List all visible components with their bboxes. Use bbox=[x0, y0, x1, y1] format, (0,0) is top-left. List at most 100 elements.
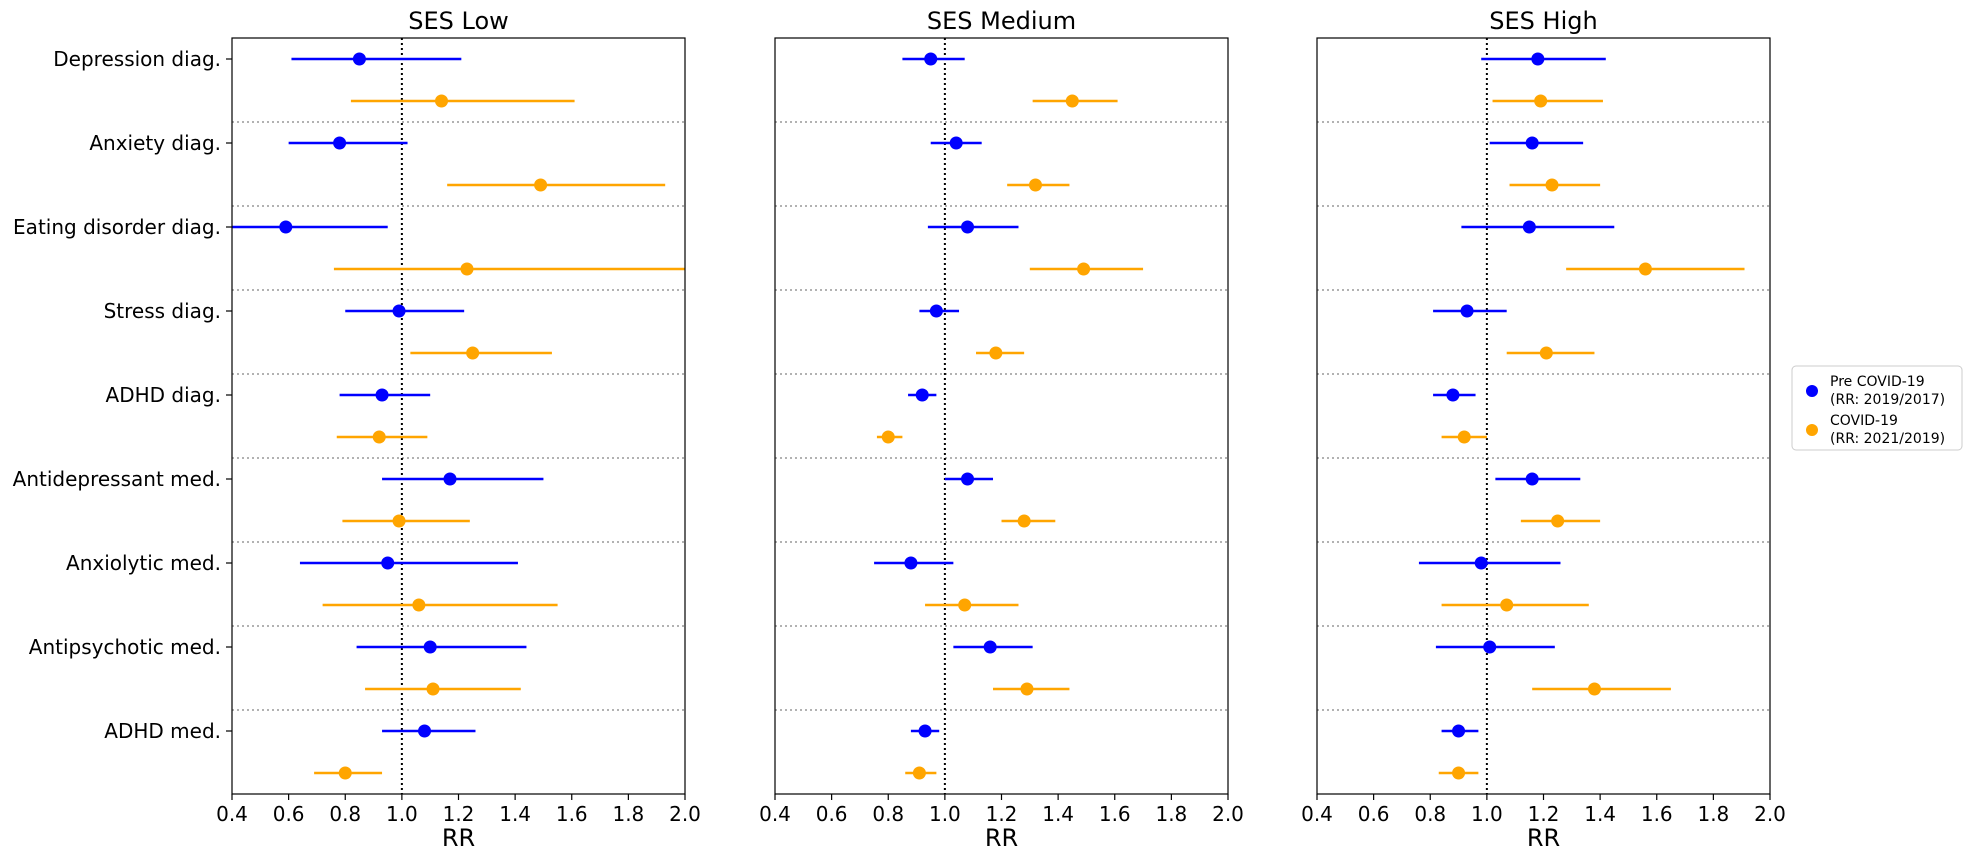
x-tick-label: 0.4 bbox=[1301, 802, 1333, 826]
legend-sublabel-covid: (RR: 2021/2019) bbox=[1830, 431, 1945, 447]
covid-rr-point bbox=[338, 766, 352, 780]
covid-rr-point bbox=[392, 514, 406, 528]
x-tick-label: 1.8 bbox=[1697, 802, 1729, 826]
x-axis-label: RR bbox=[1527, 824, 1560, 852]
pre-rr-point bbox=[375, 388, 389, 402]
pre-rr-point bbox=[443, 472, 457, 486]
pre-rr-point bbox=[1525, 472, 1539, 486]
covid-rr-point bbox=[1065, 94, 1079, 108]
x-tick-label: 1.2 bbox=[1528, 802, 1560, 826]
category-label: ADHD med. bbox=[104, 719, 221, 743]
covid-rr-point bbox=[1638, 262, 1652, 276]
panel-title: SES Medium bbox=[927, 7, 1076, 35]
pre-rr-point bbox=[915, 388, 929, 402]
x-tick-label: 1.6 bbox=[556, 802, 588, 826]
pre-rr-point bbox=[352, 52, 366, 66]
covid-rr-point bbox=[1452, 766, 1466, 780]
covid-rr-point bbox=[1539, 346, 1553, 360]
pre-rr-point bbox=[279, 220, 293, 234]
covid-rr-point bbox=[460, 262, 474, 276]
panel: SES Medium 0.4 0.6 0.8 1.0 1.2 1.4 1.6 1.8 2.0 RR bbox=[759, 7, 1244, 852]
pre-rr-point bbox=[418, 724, 432, 738]
category-label: Anxiety diag. bbox=[89, 131, 221, 155]
x-tick-label: 1.6 bbox=[1641, 802, 1673, 826]
category-label: Stress diag. bbox=[104, 299, 221, 323]
x-tick-label: 2.0 bbox=[669, 802, 701, 826]
pre-rr-point bbox=[1474, 556, 1488, 570]
covid-rr-point bbox=[372, 430, 386, 444]
pre-rr-point bbox=[1531, 52, 1545, 66]
x-tick-label: 1.8 bbox=[612, 802, 644, 826]
x-tick-label: 1.4 bbox=[1584, 802, 1616, 826]
legend-frame bbox=[1791, 365, 1963, 451]
covid-rr-point bbox=[1551, 514, 1565, 528]
covid-rr-point bbox=[1077, 262, 1091, 276]
pre-rr-point bbox=[381, 556, 395, 570]
category-label: ADHD diag. bbox=[106, 383, 221, 407]
covid-rr-point bbox=[1534, 94, 1548, 108]
legend-label-covid: COVID-19 bbox=[1830, 413, 1898, 429]
covid-rr-point bbox=[412, 598, 426, 612]
x-tick-label: 0.8 bbox=[1414, 802, 1446, 826]
pre-rr-point bbox=[983, 640, 997, 654]
x-tick-label: 1.0 bbox=[929, 802, 961, 826]
pre-rr-point bbox=[929, 304, 943, 318]
data-marks bbox=[1418, 52, 1745, 780]
panel: SES Low 0.4 0.6 0.8 1.0 1.2 1.4 1.6 1.8 2.0 RR Depr… bbox=[13, 7, 701, 852]
x-tick-label: 1.6 bbox=[1099, 802, 1131, 826]
x-tick-label: 0.8 bbox=[329, 802, 361, 826]
pre-rr-point bbox=[961, 220, 975, 234]
x-tick-label: 2.0 bbox=[1212, 802, 1244, 826]
x-tick-label: 1.4 bbox=[1042, 802, 1074, 826]
pre-rr-point bbox=[924, 52, 938, 66]
x-tick-label: 0.4 bbox=[216, 802, 248, 826]
legend-marker-pre-covid bbox=[1806, 385, 1818, 397]
category-label: Antipsychotic med. bbox=[29, 635, 221, 659]
x-tick-label: 1.4 bbox=[499, 802, 531, 826]
covid-rr-point bbox=[1457, 430, 1471, 444]
pre-rr-point bbox=[423, 640, 437, 654]
covid-rr-point bbox=[1545, 178, 1559, 192]
legend-marker-covid bbox=[1806, 424, 1818, 436]
x-tick-label: 0.6 bbox=[816, 802, 848, 826]
covid-rr-point bbox=[881, 430, 895, 444]
covid-rr-point bbox=[1017, 514, 1031, 528]
category-label: Antidepressant med. bbox=[13, 467, 221, 491]
pre-rr-point bbox=[1525, 136, 1539, 150]
legend: Pre COVID-19 (RR: 2019/2017) COVID-19 (R… bbox=[1791, 365, 1963, 451]
panel-title: SES Low bbox=[408, 7, 509, 35]
x-tick-label: 0.6 bbox=[1358, 802, 1390, 826]
pre-rr-point bbox=[1452, 724, 1466, 738]
x-axis-label: RR bbox=[985, 824, 1018, 852]
x-tick-label: 1.0 bbox=[1471, 802, 1503, 826]
covid-rr-point bbox=[466, 346, 480, 360]
legend-label-pre-covid: Pre COVID-19 bbox=[1830, 374, 1925, 390]
pre-rr-point bbox=[949, 136, 963, 150]
data-marks bbox=[232, 52, 685, 780]
x-tick-label: 1.2 bbox=[986, 802, 1018, 826]
pre-rr-point bbox=[1522, 220, 1536, 234]
pre-rr-point bbox=[1460, 304, 1474, 318]
x-tick-label: 1.0 bbox=[386, 802, 418, 826]
x-tick-label: 0.4 bbox=[759, 802, 791, 826]
category-label: Eating disorder diag. bbox=[13, 215, 221, 239]
pre-rr-point bbox=[961, 472, 975, 486]
x-tick-label: 0.6 bbox=[273, 802, 305, 826]
covid-rr-point bbox=[435, 94, 449, 108]
panel: SES High 0.4 0.6 0.8 1.0 1.2 1.4 1.6 1.8 2.0 RR bbox=[1301, 7, 1786, 852]
category-label: Anxiolytic med. bbox=[66, 551, 221, 575]
covid-rr-point bbox=[1020, 682, 1034, 696]
pre-rr-point bbox=[392, 304, 406, 318]
panel-frame bbox=[1316, 37, 1771, 795]
x-tick-label: 2.0 bbox=[1754, 802, 1786, 826]
pre-rr-point bbox=[1446, 388, 1460, 402]
legend-sublabel-pre-covid: (RR: 2019/2017) bbox=[1830, 392, 1945, 408]
x-tick-label: 1.8 bbox=[1155, 802, 1187, 826]
covid-rr-point bbox=[1500, 598, 1514, 612]
x-axis-label: RR bbox=[442, 824, 475, 852]
covid-rr-point bbox=[1587, 682, 1601, 696]
panels: SES Low 0.4 0.6 0.8 1.0 1.2 1.4 1.6 1.8 2.0 RR Depr… bbox=[13, 7, 1786, 852]
covid-rr-point bbox=[958, 598, 972, 612]
category-label: Depression diag. bbox=[53, 47, 221, 71]
